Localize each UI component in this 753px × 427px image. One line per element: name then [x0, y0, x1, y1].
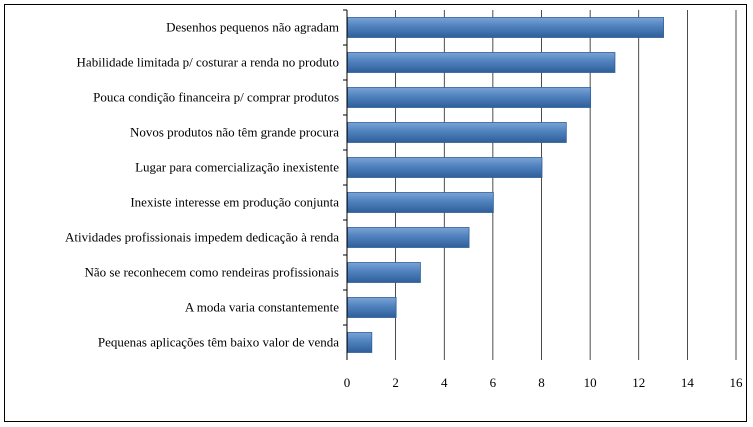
category-labels: Desenhos pequenos não agradam Habilidade … [65, 20, 339, 350]
category-label: Pequenas aplicações têm baixo valor de v… [98, 335, 339, 350]
x-tick-label: 10 [584, 375, 597, 390]
category-label: Habilidade limitada p/ costurar a renda … [77, 55, 339, 70]
category-label: Pouca condição financeira p/ comprar pro… [93, 90, 339, 105]
chart-frame: Desenhos pequenos não agradam Habilidade … [4, 4, 747, 422]
bar [347, 52, 616, 73]
x-tick-label: 6 [490, 375, 497, 390]
bar [347, 192, 494, 213]
x-tick-label: 8 [538, 375, 545, 390]
category-label: Atividades profissionais impedem dedicaç… [65, 230, 339, 245]
category-label: A moda varia constantemente [185, 300, 339, 315]
category-label: Desenhos pequenos não agradam [166, 20, 339, 35]
x-tick-label: 4 [441, 375, 448, 390]
x-tick-labels: 0 2 4 6 8 10 12 14 16 [344, 375, 743, 390]
x-tick-label: 14 [681, 375, 695, 390]
bar [347, 297, 397, 318]
category-label: Lugar para comercialização inexistente [135, 160, 339, 175]
bar [347, 332, 373, 353]
category-label: Inexiste interesse em produção conjunta [130, 195, 339, 210]
bar-chart: Desenhos pequenos não agradam Habilidade … [65, 9, 743, 390]
bar [347, 262, 421, 283]
bars [343, 9, 664, 353]
bar [347, 87, 592, 108]
x-tick-label: 0 [344, 375, 351, 390]
x-tick-label: 2 [392, 375, 399, 390]
category-label: Não se reconhecem como rendeiras profiss… [85, 265, 340, 280]
bar [347, 122, 567, 143]
bar [347, 157, 543, 178]
x-tick-label: 12 [632, 375, 645, 390]
bar [347, 17, 664, 38]
x-tick-label: 16 [730, 375, 744, 390]
bar [347, 227, 470, 248]
category-label: Novos produtos não têm grande procura [130, 125, 339, 140]
